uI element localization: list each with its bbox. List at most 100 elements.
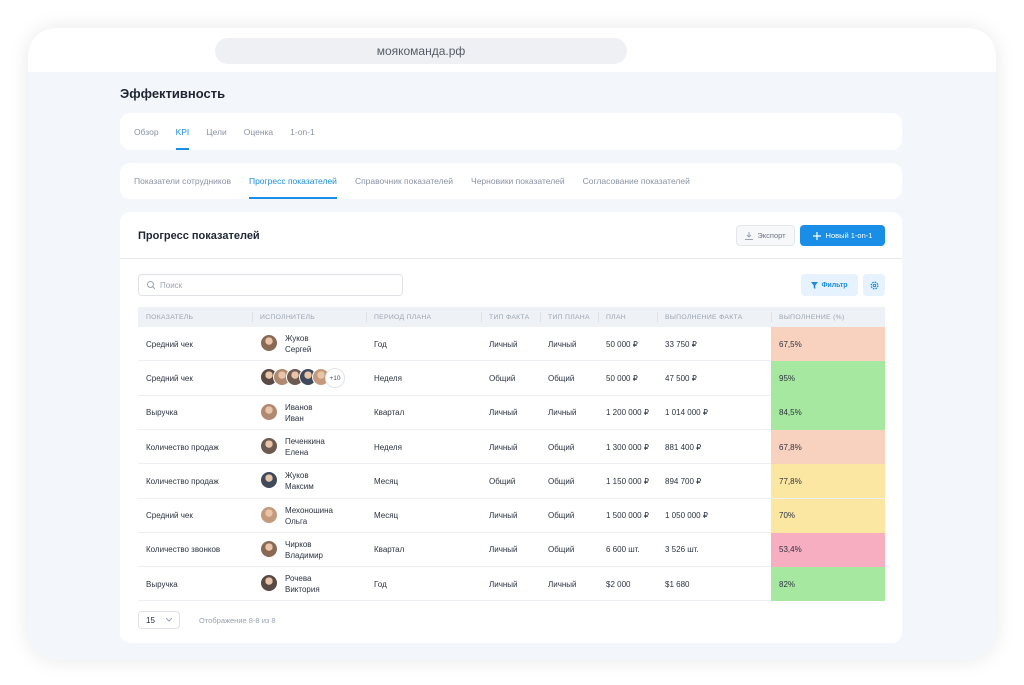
indicator: Количество продаж [146, 476, 219, 486]
executor-name: Жуков Максим [285, 470, 314, 492]
fact-type: Общий [489, 373, 516, 383]
percent: 67,8% [779, 442, 802, 452]
filter-button[interactable]: Фильтр [801, 274, 858, 296]
avatar [260, 402, 278, 421]
column-separator [252, 312, 253, 322]
table: ПОКАЗАТЕЛЬ ИСПОЛНИТЕЛЬ ПЕРИОД ПЛАНА ТИП ФАК… [138, 307, 885, 602]
executor-name-line: Владимир [285, 550, 324, 560]
gear-icon [870, 281, 878, 289]
executor-name: Печенкина Елена [285, 436, 325, 458]
plan: 6 600 шт. [606, 545, 640, 555]
tabs: Обзор KPI Цели Оценка 1-on-1 [120, 113, 902, 150]
settings-button[interactable] [863, 274, 885, 296]
subtab[interactable]: Показатели сотрудников [134, 176, 231, 186]
divider [120, 258, 902, 259]
executor-name: Мехоношина Ольга [285, 505, 333, 527]
executor-name-line: Максим [285, 482, 314, 492]
column-header: ВЫПОЛНЕНИЕ ФАКТА [665, 314, 743, 321]
subtab[interactable]: Прогресс показателей [248, 163, 337, 199]
plan: 1 500 000 ₽ [606, 511, 649, 521]
subtab[interactable]: Согласование показателей [582, 176, 690, 186]
new-label: Новый 1-on-1 [825, 231, 873, 240]
plan-type: Общий [548, 511, 575, 521]
address-bar[interactable]: моякоманда.рф [215, 38, 627, 64]
fact: 881 400 ₽ [665, 442, 702, 452]
plan-type: Личный [548, 339, 577, 349]
fact-type: Общий [489, 476, 516, 486]
row-border [138, 360, 885, 362]
column-header: ПЕРИОД ПЛАНА [374, 314, 432, 321]
plus-icon [812, 231, 821, 240]
executor-name-line: Жуков [285, 471, 309, 481]
plan-type: Общий [548, 545, 575, 555]
indicator: Количество продаж [146, 442, 219, 452]
executor-name-line: Елена [285, 448, 309, 458]
fact: 1 014 000 ₽ [665, 408, 708, 418]
row-border [138, 463, 885, 465]
indicator: Средний чек [146, 373, 193, 383]
panel-title: Прогресс показателей [138, 230, 260, 242]
avatar [260, 334, 278, 353]
export-button[interactable]: Экспорт [736, 225, 795, 246]
table-header [138, 307, 885, 327]
fact: 3 526 шт. [665, 545, 699, 555]
subtab[interactable]: Справочник показателей [354, 176, 454, 186]
new-button[interactable]: Новый 1-on-1 [800, 225, 885, 246]
period: Неделя [374, 373, 402, 383]
executor-name-line: Сергей [285, 345, 312, 355]
search-placeholder: Поиск [160, 280, 183, 290]
indicator: Средний чек [146, 511, 193, 521]
tab[interactable]: Цели [206, 126, 227, 137]
plan-type: Общий [548, 442, 575, 452]
tab[interactable]: Оценка [243, 126, 274, 137]
row-border [138, 566, 885, 568]
indicator: Выручка [146, 408, 178, 418]
plan-type: Личный [548, 408, 577, 418]
column-header: ТИП ПЛАНА [548, 314, 590, 321]
fact-type: Личный [489, 545, 518, 555]
content: Эффективность Обзор KPI Цели Оценка 1-on-1 П… [28, 72, 996, 660]
column-separator [598, 312, 599, 322]
percent-cell-bg [771, 327, 885, 362]
avatar [260, 471, 278, 490]
avatar [260, 539, 278, 558]
tab[interactable]: 1-on-1 [290, 126, 315, 137]
fact-type: Личный [489, 579, 518, 589]
percent: 82% [779, 579, 796, 589]
tabs-card: Обзор KPI Цели Оценка 1-on-1 [120, 113, 902, 150]
plan-type: Личный [548, 579, 577, 589]
row-border [138, 600, 885, 602]
avatar [260, 437, 278, 456]
period: Квартал [374, 545, 405, 555]
panel: Прогресс показателей Экспорт Новый 1-on-… [120, 212, 902, 643]
fact: 33 750 ₽ [665, 339, 697, 349]
fact: 1 050 000 ₽ [665, 511, 708, 521]
avatar [260, 505, 278, 524]
page-size-select[interactable]: 15 [138, 611, 180, 629]
subtab[interactable]: Черновики показателей [471, 176, 565, 186]
percent-cell-bg [771, 395, 885, 430]
tab[interactable]: KPI [175, 113, 189, 150]
percent-cell-bg [771, 567, 885, 602]
row-border [138, 394, 885, 396]
fact: $1 680 [665, 579, 690, 589]
tab[interactable]: Обзор [134, 126, 159, 137]
period: Квартал [374, 408, 405, 418]
column-header: ПОКАЗАТЕЛЬ [146, 314, 194, 321]
row-border [138, 428, 885, 430]
column-separator [366, 312, 367, 322]
plan: 50 000 ₽ [606, 339, 638, 349]
avatar [260, 574, 278, 593]
search-input[interactable]: Поиск [138, 274, 403, 296]
column-header: ПЛАН [606, 314, 626, 321]
subtabs: Показатели сотрудников Прогресс показател… [120, 163, 902, 199]
plan: 50 000 ₽ [606, 373, 638, 383]
column-separator [481, 312, 482, 322]
subtabs-card: Показатели сотрудников Прогресс показател… [120, 163, 902, 199]
column-header: ВЫПОЛНЕНИЕ (%) [779, 314, 845, 321]
executor-name: Чирков Владимир [285, 539, 323, 561]
executor-name-line: Иванов [285, 402, 313, 412]
percent: 77,8% [779, 476, 802, 486]
